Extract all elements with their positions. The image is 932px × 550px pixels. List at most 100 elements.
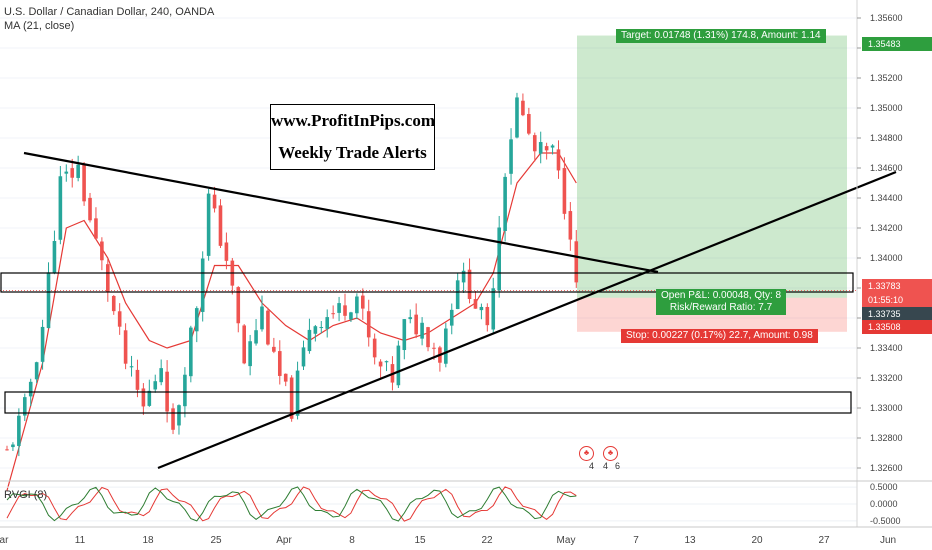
ma-legend[interactable]: MA (21, close) xyxy=(4,20,75,32)
candle-body xyxy=(461,270,466,283)
candle-body xyxy=(123,330,128,364)
candle-body xyxy=(200,258,205,312)
candle-body xyxy=(177,405,181,426)
candle-body xyxy=(319,327,324,329)
event-count[interactable]: 4 xyxy=(589,461,595,471)
canada-flag-icon[interactable]: ♣ xyxy=(603,446,618,461)
time-axis-label: 15 xyxy=(414,535,426,546)
candle-body xyxy=(147,390,152,406)
price-tick-label: 1.34000 xyxy=(870,253,903,263)
candle-body xyxy=(206,193,211,256)
candle-body xyxy=(111,295,116,312)
rvgi-tick-label: -0.5000 xyxy=(870,516,901,526)
time-axis-labels: ar 11 18 25 Apr 8 15 22 May 7 13 20 27 Jun xyxy=(0,535,896,546)
event-count[interactable]: 4 xyxy=(603,461,609,471)
candle-body xyxy=(491,288,496,330)
candle-body xyxy=(283,373,288,382)
branding-url: www.ProfitInPips.com xyxy=(271,111,436,130)
rvgi-axis-ticks: 0.5000 0.0000 -0.5000 xyxy=(870,482,901,526)
entry-price-tag: 1.33735 xyxy=(862,307,932,321)
candle-body xyxy=(159,368,163,383)
candle-body xyxy=(5,449,9,451)
canada-flag-icon[interactable]: ♣ xyxy=(579,446,594,461)
target-zone xyxy=(577,35,847,298)
price-tick-label: 1.33000 xyxy=(870,403,903,413)
candle-body xyxy=(337,303,341,313)
price-tick-label: 1.34200 xyxy=(870,223,903,233)
candlestick-series xyxy=(5,92,579,457)
time-axis-label: 25 xyxy=(210,535,222,546)
candle-body xyxy=(532,135,537,152)
candle-body xyxy=(325,317,330,329)
price-tick-label: 1.35000 xyxy=(870,103,903,113)
trend-drawings xyxy=(0,151,897,470)
chart-grid xyxy=(0,17,857,469)
candle-body xyxy=(129,366,134,368)
price-tick-label: 1.32800 xyxy=(870,433,903,443)
time-axis-label: Jun xyxy=(880,535,896,546)
open-pnl-text: Open P&L: 0.00048, Qty: 8 xyxy=(661,290,782,301)
candle-body xyxy=(479,306,484,311)
stop-label: Stop: 0.00227 (0.17%) 22.7, Amount: 0.98 xyxy=(621,329,818,343)
candle-body xyxy=(574,241,579,283)
candle-body xyxy=(455,280,460,310)
time-axis-label: 18 xyxy=(142,535,154,546)
candle-body xyxy=(467,269,472,299)
candle-body xyxy=(224,242,229,261)
candle-body xyxy=(544,146,549,151)
candle-body xyxy=(313,326,318,334)
candle-body xyxy=(11,444,15,448)
time-axis-label: 13 xyxy=(684,535,696,546)
time-axis-label: 20 xyxy=(751,535,763,546)
candle-body xyxy=(349,312,353,320)
last-price-tag: 1.33783 xyxy=(862,279,932,293)
candle-body xyxy=(515,97,519,138)
price-tick-label: 1.35600 xyxy=(870,13,903,23)
candle-body xyxy=(212,194,217,209)
candle-body xyxy=(88,197,92,221)
time-axis-label: 27 xyxy=(818,535,830,546)
candle-body xyxy=(135,369,140,390)
candle-body xyxy=(76,164,80,178)
rvgi-tick-label: 0.0000 xyxy=(870,499,898,509)
candle-body xyxy=(420,322,424,339)
candle-body xyxy=(171,408,175,430)
stop-price-tag: 1.33508 xyxy=(862,320,932,334)
candle-body xyxy=(295,370,300,416)
price-tick-label: 1.34800 xyxy=(870,133,903,143)
candle-body xyxy=(562,168,567,214)
candle-body xyxy=(100,241,104,261)
candle-body xyxy=(52,241,57,274)
axes xyxy=(0,0,932,528)
candle-body xyxy=(248,341,252,367)
candle-body xyxy=(34,362,39,380)
candle-body xyxy=(396,345,401,386)
candle-body xyxy=(509,139,513,174)
candle-body xyxy=(355,296,359,314)
candle-body xyxy=(260,306,264,330)
candle-body xyxy=(538,142,543,154)
candle-body xyxy=(402,319,407,351)
candle-body xyxy=(449,309,454,326)
candle-body xyxy=(242,325,246,364)
branding-subtitle: Weekly Trade Alerts xyxy=(278,143,427,162)
event-count[interactable]: 6 xyxy=(615,461,621,471)
candle-body xyxy=(153,381,158,390)
candle-body xyxy=(17,415,21,446)
time-axis-label: 22 xyxy=(481,535,493,546)
candle-body xyxy=(236,287,241,324)
candle-body xyxy=(189,327,193,377)
time-axis-label: 11 xyxy=(75,535,86,546)
candle-body xyxy=(444,328,448,364)
rvgi-legend[interactable]: RVGI (8) xyxy=(4,489,48,501)
candle-body xyxy=(58,176,63,240)
candle-body xyxy=(40,326,45,362)
candle-body xyxy=(301,347,306,367)
candle-body xyxy=(22,397,27,416)
time-axis-label: ar xyxy=(0,535,9,546)
candle-body xyxy=(64,171,69,174)
candle-body xyxy=(568,211,573,240)
candle-body xyxy=(432,347,436,349)
ma-line xyxy=(6,152,577,491)
